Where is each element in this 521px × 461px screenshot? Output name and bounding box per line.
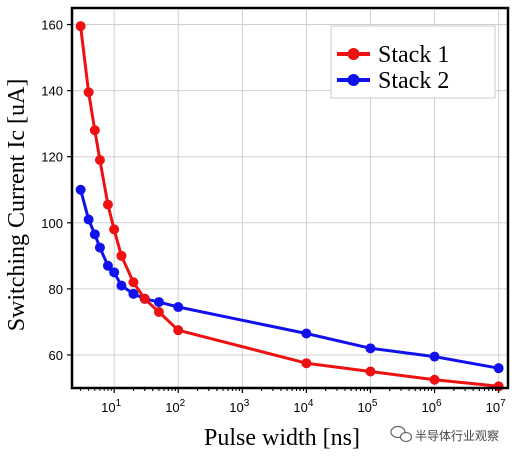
x-tick-label: 103 <box>229 398 249 415</box>
x-tick-label: 105 <box>357 398 377 415</box>
legend: Stack 1 Stack 2 <box>330 25 496 99</box>
data-point-stack-2 <box>75 184 86 195</box>
y-tick-label: 100 <box>41 216 63 231</box>
data-point-stack-2 <box>493 363 504 374</box>
legend-marker-stack-2 <box>347 74 360 86</box>
x-tick-label: 106 <box>422 398 442 415</box>
data-point-stack-1 <box>301 358 312 369</box>
data-point-stack-1 <box>109 224 120 235</box>
data-point-stack-1 <box>365 366 376 377</box>
data-point-stack-2 <box>116 280 127 291</box>
data-point-stack-2 <box>153 297 164 308</box>
data-point-stack-1 <box>173 325 184 336</box>
y-tick-label: 140 <box>41 84 63 99</box>
x-tick-label: 107 <box>486 398 506 415</box>
data-point-stack-1 <box>429 374 440 385</box>
axis-ticks: 101 102 103 104 105 106 107 60 80 100 120 140 160 <box>41 18 506 415</box>
watermark-text: 半导体行业观察 <box>415 429 499 443</box>
x-axis-title: Pulse width [ns] <box>204 425 360 451</box>
legend-item-stack-2: Stack 2 <box>337 68 449 94</box>
data-point-stack-1 <box>75 21 86 32</box>
watermark: 半导体行业观察 <box>390 425 499 443</box>
data-point-stack-2 <box>83 214 94 225</box>
x-tick-label: 101 <box>101 398 121 415</box>
x-tick-label: 104 <box>293 398 313 415</box>
y-axis-title: Switching Current Ic [uA] <box>4 79 30 332</box>
data-point-stack-1 <box>153 307 164 317</box>
data-point-stack-2 <box>365 343 376 354</box>
legend-item-stack-1: Stack 1 <box>337 42 449 68</box>
y-tick-label: 80 <box>49 282 63 297</box>
series-line-stack-2 <box>79 189 499 370</box>
y-tick-label: 120 <box>41 150 63 165</box>
data-point-stack-2 <box>128 288 139 299</box>
data-point-stack-1 <box>116 250 127 261</box>
data-point-stack-1 <box>128 277 139 288</box>
data-point-stack-1 <box>89 125 100 136</box>
data-point-stack-2 <box>89 229 100 240</box>
legend-label-stack-2: Stack 2 <box>378 68 449 94</box>
legend-label-stack-1: Stack 1 <box>378 42 449 68</box>
legend-box <box>330 25 496 99</box>
wechat-icon <box>390 425 413 443</box>
y-tick-label: 60 <box>49 348 63 363</box>
plot-frame <box>70 6 510 390</box>
data-point-stack-1 <box>94 155 105 165</box>
data-point-stack-1 <box>139 293 150 304</box>
data-point-stack-2 <box>94 242 105 253</box>
data-point-stack-2 <box>102 260 113 271</box>
legend-marker-stack-1 <box>347 48 360 60</box>
data-point-stack-2 <box>109 267 120 278</box>
y-tick-label: 160 <box>41 18 63 33</box>
data-point-stack-2 <box>301 328 312 339</box>
series-layer <box>75 21 504 392</box>
data-point-stack-1 <box>102 199 113 210</box>
data-point-stack-1 <box>83 87 94 98</box>
x-tick-label: 102 <box>165 398 185 415</box>
data-point-stack-2 <box>173 302 184 313</box>
data-point-stack-2 <box>429 351 440 362</box>
